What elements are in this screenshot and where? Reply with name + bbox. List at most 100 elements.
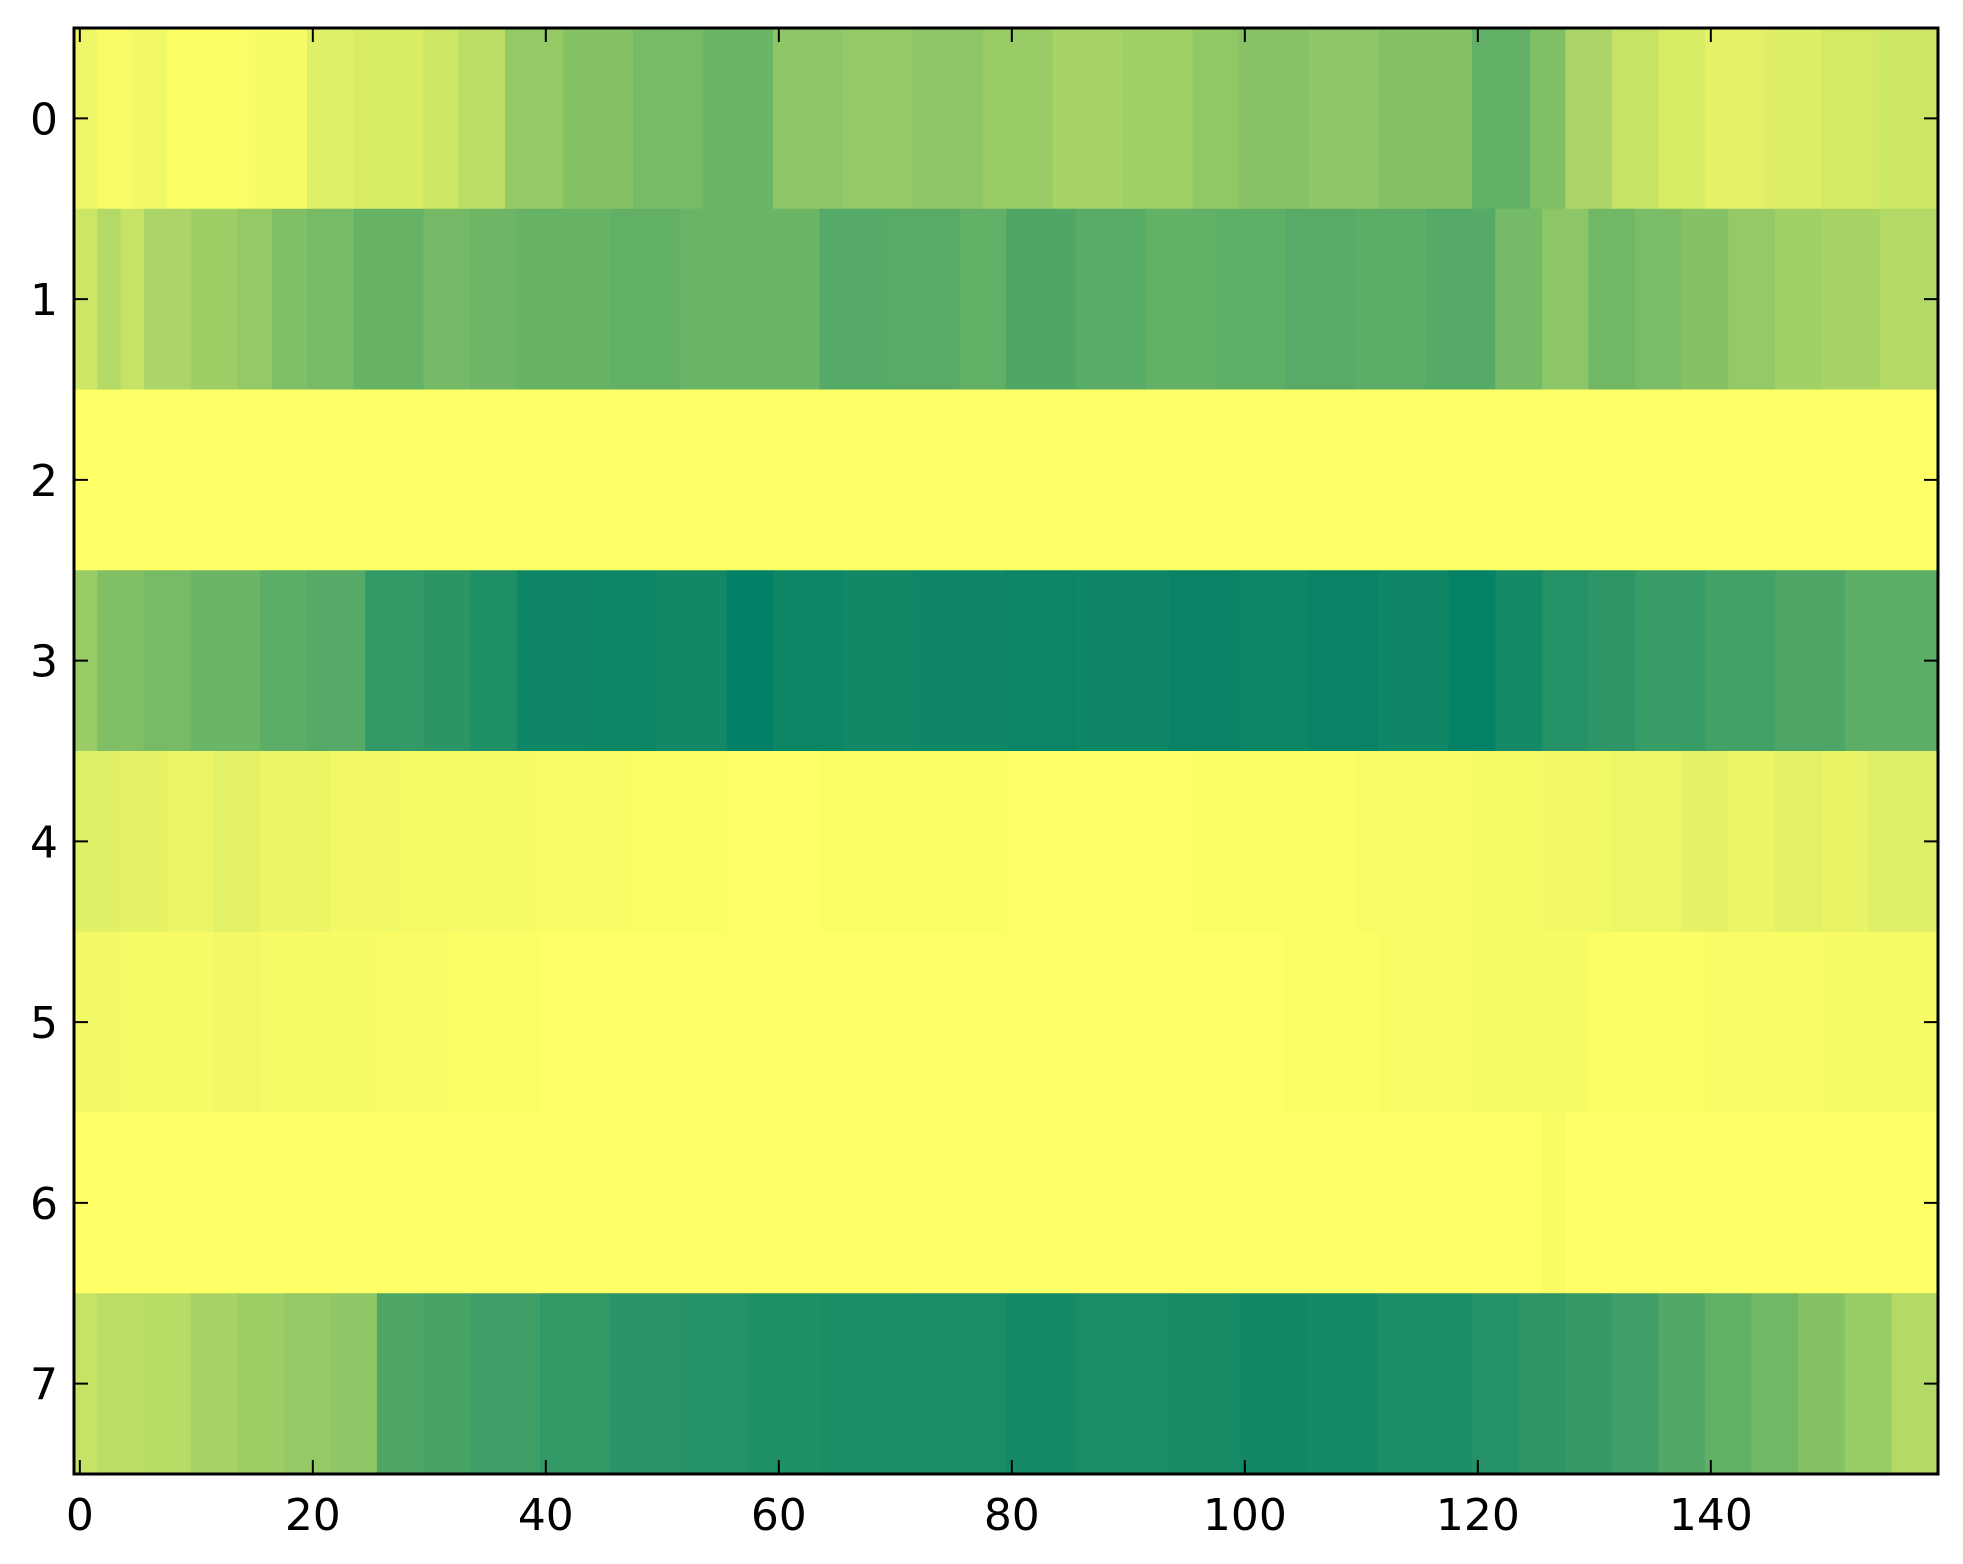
- heatmap-cell-row1-seg31: [1774, 208, 1823, 391]
- x-tick-label: 20: [285, 1490, 341, 1541]
- heatmap-cell-row4-seg14: [1355, 751, 1473, 933]
- heatmap-cell-row3-seg24: [1541, 570, 1590, 752]
- heatmap-cell-row6-seg1: [1541, 1112, 1566, 1294]
- heatmap-cell-row4-seg16: [1541, 751, 1613, 933]
- heatmap-cell-row1-seg30: [1728, 208, 1776, 391]
- heatmap-cell-row0-seg10: [563, 28, 634, 210]
- heatmap-cell-row4-seg4: [260, 751, 331, 933]
- heatmap-cell-row1-seg2: [120, 208, 145, 391]
- heatmap-cell-row5-seg1: [120, 931, 168, 1114]
- heatmap-cell-row3-seg13: [773, 570, 844, 752]
- heatmap-cell-row0-seg17: [1052, 28, 1124, 210]
- heatmap-cell-row0-seg23: [1472, 28, 1531, 210]
- y-tick-label: 6: [30, 1179, 58, 1230]
- heatmap-cell-row0-seg28: [1705, 28, 1764, 210]
- y-tick-label: 3: [30, 637, 58, 688]
- heatmap-cell-row5-seg3: [213, 931, 261, 1114]
- heatmap-cell-row1-seg1: [97, 208, 122, 391]
- heatmap-cell-row1-seg12: [609, 208, 681, 391]
- heatmap-cell-row3-seg27: [1705, 570, 1776, 752]
- heatmap-cell-row1-seg6: [272, 208, 308, 391]
- plot-frame: [72, 26, 1940, 1476]
- heatmap-cell-row7-seg15: [912, 1293, 1007, 1475]
- heatmap-cell-row0-seg6: [353, 28, 425, 210]
- heatmap-cell-row3-seg20: [1308, 570, 1380, 752]
- heatmap-cell-row1-seg18: [1006, 208, 1077, 391]
- heatmap-cell-row7-seg5: [283, 1293, 331, 1475]
- heatmap-cell-row3-seg1: [97, 570, 145, 752]
- heatmap-cell-row0-seg18: [1122, 28, 1193, 210]
- heatmap-cell-row3-seg14: [842, 570, 914, 752]
- heatmap-cell-row7-seg3: [190, 1293, 238, 1475]
- heatmap-cell-row0-seg2: [132, 28, 168, 210]
- heatmap-cell-row7-seg17: [1075, 1293, 1170, 1475]
- heatmap-cell-row1-seg8: [353, 208, 425, 391]
- heatmap-cell-row0-seg5: [307, 28, 355, 210]
- heatmap-cell-row4-seg11: [819, 751, 1007, 933]
- heatmap-cell-row1-seg19: [1075, 208, 1147, 391]
- heatmap-cell-row0-seg24: [1530, 28, 1566, 210]
- heatmap-cell-row0-seg14: [842, 28, 914, 210]
- heatmap-cell-row7-seg25: [1611, 1293, 1659, 1475]
- y-tick-label: 0: [30, 94, 58, 145]
- heatmap-cell-row0-seg19: [1192, 28, 1240, 210]
- y-tick-label: 7: [30, 1360, 58, 1411]
- heatmap-cell-row1-seg9: [423, 208, 471, 391]
- heatmap-cell-row7-seg14: [819, 1293, 914, 1475]
- heatmap-cell-row4-seg1: [120, 751, 168, 933]
- heatmap-cell-row0-seg11: [633, 28, 704, 210]
- heatmap-cell-row4-seg7: [470, 751, 541, 933]
- heatmap-cell-row3-seg22: [1448, 570, 1496, 752]
- heatmap-cell-row7-seg24: [1565, 1293, 1613, 1475]
- x-tick-label: 0: [66, 1490, 94, 1541]
- heatmap-cell-row4-seg17: [1611, 751, 1683, 933]
- heatmap-cell-row7-seg28: [1751, 1293, 1799, 1475]
- heatmap-cell-row7-seg30: [1844, 1293, 1892, 1475]
- heatmap-cell-row5-seg4: [260, 931, 308, 1114]
- heatmap-cell-row7-seg12: [679, 1293, 751, 1475]
- heatmap-cell-row3-seg4: [260, 570, 308, 752]
- heatmap-cell-row7-seg23: [1518, 1293, 1566, 1475]
- heatmap-cell-row3-seg10: [586, 570, 658, 752]
- heatmap-cell-row1-seg3: [143, 208, 192, 391]
- heatmap-cell-row1-seg23: [1355, 208, 1426, 391]
- heatmap-cell-row5-seg14: [1821, 931, 1939, 1114]
- heatmap-cell-row3-seg3: [190, 570, 261, 752]
- heatmap-cell-row1-seg17: [959, 208, 1007, 391]
- heatmap-cell-row1-seg7: [307, 208, 355, 391]
- heatmap-cell-row3-seg6: [365, 570, 425, 752]
- heatmap-cell-row0-seg21: [1308, 28, 1380, 210]
- heatmap-cell-row0-seg3: [167, 28, 250, 210]
- x-tick-label: 140: [1669, 1490, 1753, 1541]
- y-tick-label: 1: [30, 275, 58, 326]
- heatmap-cell-row7-seg21: [1378, 1293, 1473, 1475]
- heatmap-cell-row5-seg5: [307, 931, 378, 1114]
- heatmap-cell-row1-seg16: [889, 208, 960, 391]
- x-tick-label: 40: [518, 1490, 574, 1541]
- heatmap-cell-row7-seg20: [1308, 1293, 1380, 1475]
- heatmap-cell-row4-seg12: [1006, 751, 1193, 933]
- heatmap-cell-row2-seg0: [74, 389, 1939, 571]
- heatmap-cell-row5-seg10: [1378, 931, 1473, 1114]
- heatmap-cell-row4-seg21: [1821, 751, 1869, 933]
- heatmap-cell-row1-seg20: [1145, 208, 1217, 391]
- x-tick-labels: 0 20 40 60 80 100 120 140: [66, 1490, 1753, 1541]
- heatmap-cell-row4-seg2: [167, 751, 215, 933]
- heatmap-cell-row1-seg10: [470, 208, 518, 391]
- heatmap-cell-row7-seg4: [237, 1293, 285, 1475]
- heatmap-cell-row3-seg25: [1588, 570, 1636, 752]
- heatmap-cell-row7-seg16: [1006, 1293, 1077, 1475]
- y-tick-label: 2: [30, 456, 58, 507]
- heatmap-cell-row1-seg4: [190, 208, 238, 391]
- heatmap-cell-row1-seg21: [1215, 208, 1287, 391]
- axis-ticks: [74, 28, 1938, 1474]
- heatmap-cell-row1-seg13: [679, 208, 751, 391]
- heatmap-cell-row3-seg12: [726, 570, 774, 752]
- heatmap-cell-row0-seg25: [1565, 28, 1613, 210]
- heatmap-cell-row4-seg18: [1681, 751, 1729, 933]
- heatmap-cell-row5-seg13: [1705, 931, 1823, 1114]
- heatmap-cell-row7-seg13: [749, 1293, 821, 1475]
- heatmap-cell-row1-seg25: [1495, 208, 1543, 391]
- heatmap-cell-row3-seg18: [1169, 570, 1240, 752]
